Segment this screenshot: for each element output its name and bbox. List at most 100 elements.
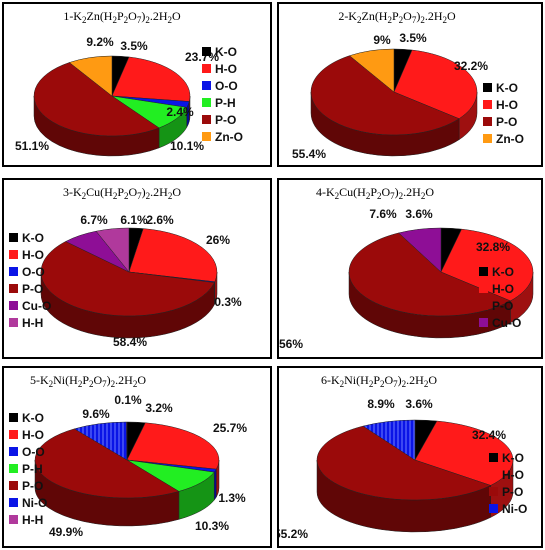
pie-chart-6: 6-K2Ni(H2P2O7)2.2H2O 3.6% 32.4% 55.2% 8.9% K-… [279, 373, 527, 541]
pie-slices [348, 227, 534, 317]
pie-side-o-o [213, 468, 217, 501]
legend-swatch [479, 284, 488, 293]
legend-swatch [489, 487, 498, 496]
legend-swatch [9, 267, 18, 276]
percent-label: 0.1% [114, 393, 142, 407]
percent-label: 1.3% [218, 491, 246, 505]
pie-slice-h-o [111, 56, 191, 102]
percent-label: 3.6% [405, 207, 433, 221]
percent-label: 58.4% [113, 335, 147, 349]
pie-labels: 3.5% 32.2% 55.4% 9% [292, 31, 488, 161]
legend-item: P-O [489, 485, 523, 499]
pie-slice-p-o [316, 425, 492, 501]
legend-label: K-O [215, 45, 237, 59]
legend-swatch [483, 83, 492, 92]
chart-panel-6: 6-K2Ni(H2P2O7)2.2H2O 3.6% 32.4% 55.2% 8.9% K-… [277, 366, 543, 548]
legend-label: H-O [496, 98, 518, 112]
legend-label: O-O [22, 445, 45, 459]
legend-item: H-O [9, 248, 44, 262]
legend: K-O H-O P-O Cu-O [479, 265, 521, 330]
legend-label: P-O [492, 299, 513, 313]
legend-swatch [9, 284, 18, 293]
pie-labels: 3.2% 25.7% 1.3% 10.3% 49.9% 9.6% 0.1% [49, 393, 247, 539]
percent-label: 2.6% [146, 213, 174, 227]
legend-label: P-O [496, 115, 517, 129]
legend-label: Cu-O [22, 299, 51, 313]
chart-title: 3-K2Cu(H2P2O7)2.2H2O [63, 185, 181, 201]
legend-label: Cu-O [492, 316, 521, 330]
legend-item: K-O [202, 45, 237, 59]
legend-item: H-H [9, 316, 43, 330]
legend-swatch [9, 515, 18, 524]
legend-item: Cu-O [9, 299, 51, 313]
legend-swatch [202, 81, 211, 90]
legend-label: Ni-O [502, 502, 527, 516]
percent-label: 9.6% [82, 407, 110, 421]
legend-swatch [483, 134, 492, 143]
pie-slice-ni-o [362, 419, 416, 461]
legend-swatch [9, 447, 18, 456]
legend-swatch [9, 430, 18, 439]
pie-sides [34, 459, 220, 527]
legend-item: Zn-O [483, 132, 524, 146]
legend-swatch [9, 233, 18, 242]
legend-label: H-O [215, 62, 237, 76]
legend-swatch [202, 98, 211, 107]
legend-swatch [489, 470, 498, 479]
legend-item: O-O [202, 79, 238, 93]
pie-slice-p-o [33, 62, 160, 137]
legend-swatch [9, 498, 18, 507]
legend-swatch [9, 481, 18, 490]
legend-swatch [202, 47, 211, 56]
pie-slice-p-o [40, 241, 215, 317]
percent-label: 8.9% [367, 397, 395, 411]
percent-label: 51.1% [15, 139, 49, 153]
legend-label: O-O [215, 79, 238, 93]
pie-slice-p-o [310, 55, 460, 136]
legend-swatch [489, 453, 498, 462]
percent-label: 55.4% [292, 147, 326, 161]
pie-sides [33, 95, 191, 157]
pie-chart-5: 5-K2Ni(H2P2O7)2.2H2O 3.2% 25.7% 1.3% 10.3% 49… [9, 373, 247, 539]
legend-label: K-O [22, 411, 44, 425]
legend: K-O H-O O-O P-O Cu-O H-H [9, 231, 51, 330]
legend-item: Zn-O [202, 130, 243, 144]
legend-item: K-O [9, 231, 44, 245]
legend-swatch [479, 318, 488, 327]
percent-label: 25.7% [213, 421, 247, 435]
legend-label: K-O [496, 81, 518, 95]
percent-label: 7.6% [369, 207, 397, 221]
chart-title: 2-K2Zn(H2P2O7)2.2H2O [338, 9, 456, 25]
legend: K-O H-O P-O Zn-O [483, 81, 524, 146]
pie-chart-4: 4-K2Cu(H2P2O7)2.2H2O 3.6% 32.8% 56% 7.6% K-O H… [279, 185, 534, 351]
percent-label: 26% [206, 233, 230, 247]
legend-swatch [202, 64, 211, 73]
legend-item: P-O [9, 479, 43, 493]
legend-item: P-O [9, 282, 43, 296]
legend-swatch [483, 117, 492, 126]
legend-item: K-O [489, 451, 524, 465]
legend-item: H-O [202, 62, 237, 76]
legend-item: H-H [9, 513, 43, 527]
legend-item: O-O [9, 265, 45, 279]
percent-label: 3.5% [120, 39, 148, 53]
legend-swatch [9, 250, 18, 259]
legend-label: H-H [22, 316, 43, 330]
legend-label: H-O [492, 282, 514, 296]
legend-swatch [9, 413, 18, 422]
percent-label: 55.2% [279, 527, 308, 541]
legend-item: H-O [489, 468, 524, 482]
percent-label: 0.3% [214, 295, 242, 309]
legend-label: P-H [215, 96, 236, 110]
percent-label: 3.5% [399, 31, 427, 45]
pie-slice-zn-o [68, 55, 113, 97]
chart-panel-5: 5-K2Ni(H2P2O7)2.2H2O 3.2% 25.7% 1.3% 10.3% 49… [2, 366, 272, 548]
legend-item: H-O [9, 428, 44, 442]
legend-swatch [483, 100, 492, 109]
legend-label: P-O [22, 479, 43, 493]
legend-item: P-O [202, 113, 236, 127]
percent-label: 56% [279, 337, 303, 351]
legend-item: P-O [479, 299, 513, 313]
legend-item: K-O [483, 81, 518, 95]
chart-title: 4-K2Cu(H2P2O7)2.2H2O [316, 185, 434, 201]
